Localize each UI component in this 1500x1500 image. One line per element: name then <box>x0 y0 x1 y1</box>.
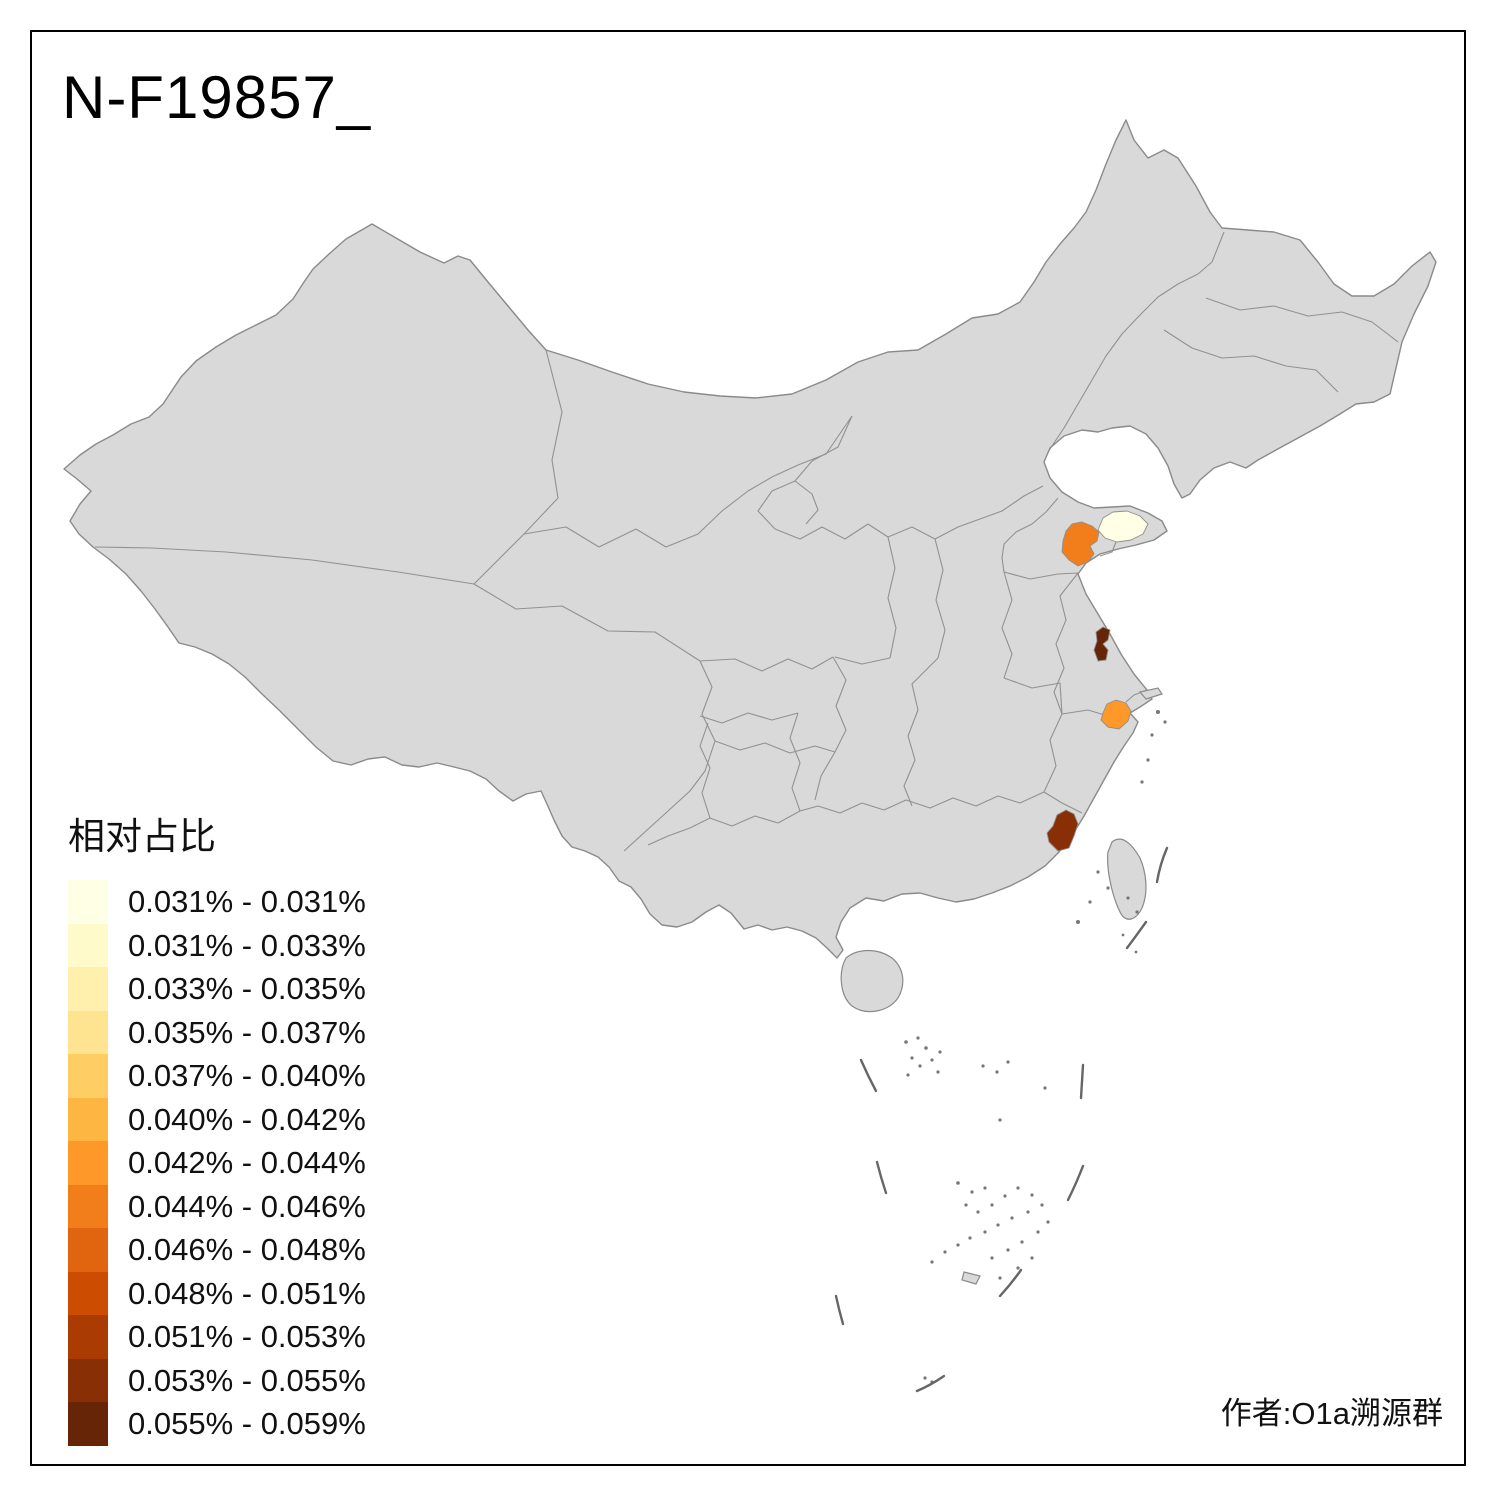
legend-swatch <box>68 1271 108 1315</box>
legend-swatch <box>68 880 108 924</box>
legend-item: 0.044% - 0.046% <box>68 1184 366 1228</box>
chongming-island <box>1138 687 1163 700</box>
legend-item: 0.042% - 0.044% <box>68 1141 366 1185</box>
legend-rows: 0.031% - 0.031% 0.031% - 0.033% 0.033% -… <box>68 880 366 1446</box>
legend-item: 0.037% - 0.040% <box>68 1054 366 1098</box>
legend-label: 0.055% - 0.059% <box>128 1406 366 1441</box>
legend-item: 0.051% - 0.053% <box>68 1315 366 1359</box>
legend-label: 0.051% - 0.053% <box>128 1319 366 1354</box>
legend-label: 0.040% - 0.042% <box>128 1101 366 1137</box>
legend-item: 0.055% - 0.059% <box>68 1402 366 1446</box>
mainland-china <box>63 119 1437 959</box>
legend-label: 0.031% - 0.031% <box>128 884 366 919</box>
legend-title: 相对占比 <box>68 816 216 857</box>
legend-label: 0.033% - 0.035% <box>128 971 366 1006</box>
legend-swatch <box>68 967 108 1011</box>
legend-swatch <box>68 1315 108 1359</box>
map-title: N-F19857_ <box>62 64 372 131</box>
islands <box>840 687 1163 1285</box>
highlight-region-zhejiang <box>1100 699 1132 730</box>
attribution: 作者:O1a溯源群 <box>1220 1396 1443 1431</box>
legend-item: 0.048% - 0.051% <box>68 1271 366 1315</box>
legend-item: 0.053% - 0.055% <box>68 1358 366 1402</box>
south-sea-islet <box>961 1271 981 1285</box>
legend-label: 0.046% - 0.048% <box>128 1232 366 1267</box>
figure-frame <box>30 30 1466 1466</box>
legend-swatch <box>68 1402 108 1446</box>
legend-item: 0.033% - 0.035% <box>68 967 366 1011</box>
legend-label: 0.044% - 0.046% <box>128 1188 366 1224</box>
legend-swatch <box>68 923 108 967</box>
island-dots <box>904 710 1167 1384</box>
legend-label: 0.035% - 0.037% <box>128 1014 366 1050</box>
nine-dash-line <box>834 846 1169 1393</box>
legend-label: 0.048% - 0.051% <box>128 1275 366 1311</box>
legend-label: 0.031% - 0.033% <box>128 927 366 963</box>
province-borders <box>94 231 1399 852</box>
highlight-region-shandong-west <box>1061 521 1100 567</box>
legend-swatch <box>68 1228 108 1272</box>
legend-swatch <box>68 1184 108 1228</box>
legend-label: 0.053% - 0.055% <box>128 1362 366 1398</box>
legend-swatch <box>68 1358 108 1402</box>
legend-swatch <box>68 1010 108 1054</box>
legend-swatch <box>68 1097 108 1141</box>
legend-swatch <box>68 1054 108 1098</box>
legend-item: 0.031% - 0.031% <box>68 880 366 924</box>
legend-label: 0.037% - 0.040% <box>128 1058 366 1093</box>
taiwan-island <box>1107 838 1147 920</box>
highlight-region-shandong-east <box>1097 510 1149 543</box>
hainan-island <box>840 949 904 1013</box>
legend-label: 0.042% - 0.044% <box>128 1145 366 1180</box>
highlight-region-jiangsu <box>1093 626 1111 662</box>
legend-item: 0.031% - 0.033% <box>68 923 366 967</box>
legend-item: 0.046% - 0.048% <box>68 1228 366 1272</box>
legend: 相对占比 0.031% - 0.031% 0.031% - 0.033% 0.0… <box>68 816 366 1446</box>
legend-item: 0.040% - 0.042% <box>68 1097 366 1141</box>
highlight-region-fujian <box>1046 809 1079 852</box>
mainland-outline <box>63 119 1437 959</box>
legend-swatch <box>68 1141 108 1185</box>
highlight-regions <box>1046 510 1149 852</box>
legend-item: 0.035% - 0.037% <box>68 1010 366 1054</box>
